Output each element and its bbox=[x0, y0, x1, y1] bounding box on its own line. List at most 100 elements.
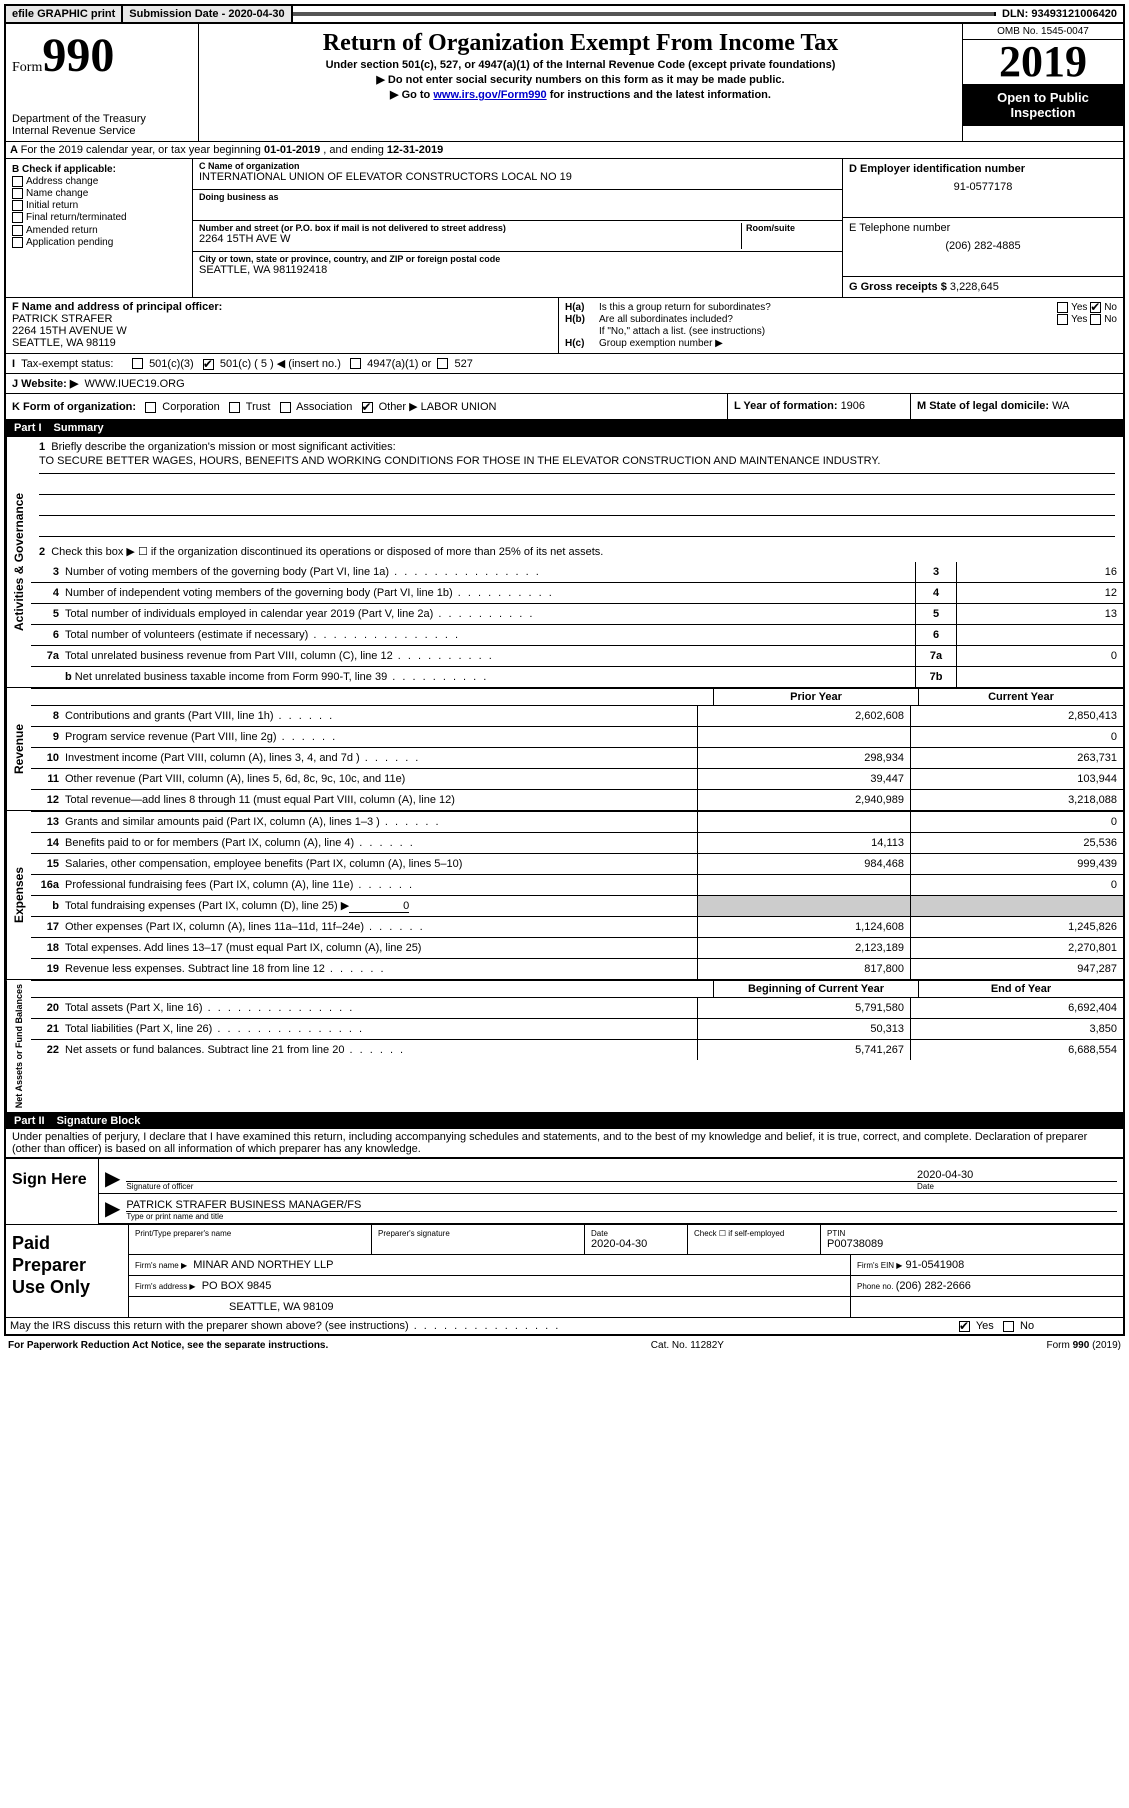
prep-date-label: Date bbox=[591, 1229, 681, 1238]
ha-yes[interactable]: Yes bbox=[1057, 302, 1087, 313]
ha-no[interactable]: No bbox=[1090, 302, 1117, 313]
officer-addr1: 2264 15TH AVENUE W bbox=[12, 325, 552, 337]
ein-label: D Employer identification number bbox=[849, 163, 1025, 175]
part1-header: Part I Summary bbox=[6, 419, 1123, 436]
state-domicile: WA bbox=[1052, 400, 1069, 412]
k-o1: Corporation bbox=[162, 401, 219, 413]
i-501c3[interactable]: 501(c)(3) bbox=[132, 358, 194, 370]
l1-label: Briefly describe the organization's miss… bbox=[51, 441, 395, 453]
prep-name-label: Print/Type preparer's name bbox=[135, 1229, 365, 1238]
part2-title: Signature Block bbox=[57, 1115, 141, 1127]
dln: DLN: 93493121006420 bbox=[996, 6, 1123, 22]
yes-label: Yes bbox=[1071, 302, 1087, 313]
l4: Number of independent voting members of … bbox=[65, 585, 915, 601]
k-corp[interactable]: Corporation bbox=[145, 401, 220, 413]
chk-address[interactable]: Address change bbox=[12, 176, 186, 187]
self-employed[interactable]: Check ☐ if self-employed bbox=[694, 1229, 814, 1238]
eoy-header: End of Year bbox=[918, 981, 1123, 997]
part1-num: Part I bbox=[14, 422, 42, 434]
p19: 817,800 bbox=[697, 959, 910, 979]
city-state-zip: SEATTLE, WA 981192418 bbox=[199, 264, 836, 276]
website-value: WWW.IUEC19.ORG bbox=[84, 378, 184, 390]
p18: 2,123,189 bbox=[697, 938, 910, 958]
v6 bbox=[956, 625, 1123, 645]
l21: Total liabilities (Part X, line 26) bbox=[65, 1021, 697, 1037]
c15: 999,439 bbox=[910, 854, 1123, 874]
part1-title: Summary bbox=[54, 422, 104, 434]
may-irs-yes[interactable]: Yes bbox=[959, 1320, 994, 1332]
mission-text: TO SECURE BETTER WAGES, HOURS, BENEFITS … bbox=[39, 453, 1115, 474]
chk-pending[interactable]: Application pending bbox=[12, 237, 186, 248]
firm-ein: 91-0541908 bbox=[906, 1259, 965, 1271]
vert-rev: Revenue bbox=[6, 688, 31, 810]
no-label: No bbox=[1104, 302, 1117, 313]
phone-label: E Telephone number bbox=[849, 222, 1117, 234]
hb-yes[interactable]: Yes bbox=[1057, 314, 1087, 325]
street-address: 2264 15TH AVE W bbox=[199, 233, 741, 245]
dln-label: DLN: bbox=[1002, 8, 1031, 20]
opt-address: Address change bbox=[26, 176, 98, 187]
top-bar: efile GRAPHIC print Submission Date - 20… bbox=[4, 4, 1125, 24]
room-label: Room/suite bbox=[746, 223, 836, 233]
chk-amended[interactable]: Amended return bbox=[12, 225, 186, 236]
city-label: City or town, state or province, country… bbox=[199, 254, 836, 264]
phone-value: (206) 282-4885 bbox=[849, 240, 1117, 252]
k-o2: Trust bbox=[246, 401, 271, 413]
officer-name: PATRICK STRAFER bbox=[12, 313, 552, 325]
hc-text: Group exemption number ▶ bbox=[599, 338, 1117, 349]
chk-initial[interactable]: Initial return bbox=[12, 200, 186, 211]
may-irs-text: May the IRS discuss this return with the… bbox=[10, 1320, 560, 1332]
form-word: Form bbox=[12, 60, 42, 75]
box-i: I Tax-exempt status: 501(c)(3) 501(c) ( … bbox=[6, 353, 1123, 373]
i-4947[interactable]: 4947(a)(1) or bbox=[350, 358, 431, 370]
l7a: Total unrelated business revenue from Pa… bbox=[65, 648, 915, 664]
sig-officer-label: Signature of officer bbox=[126, 1182, 917, 1191]
k-o3: Association bbox=[296, 401, 352, 413]
chk-final[interactable]: Final return/terminated bbox=[12, 212, 186, 223]
i-o1: 501(c)(3) bbox=[149, 358, 194, 370]
l3: Number of voting members of the governin… bbox=[65, 564, 915, 580]
tax-year: 2019 bbox=[963, 40, 1123, 84]
efile-label[interactable]: efile GRAPHIC print bbox=[6, 6, 123, 22]
footer-left: For Paperwork Reduction Act Notice, see … bbox=[8, 1340, 328, 1351]
chk-name[interactable]: Name change bbox=[12, 188, 186, 199]
right-col-deg: D Employer identification number 91-0577… bbox=[843, 159, 1123, 297]
l13: Grants and similar amounts paid (Part IX… bbox=[65, 814, 697, 830]
topbar-spacer bbox=[293, 12, 996, 16]
may-irs-no[interactable]: No bbox=[1003, 1320, 1034, 1332]
submission-date: Submission Date - 2020-04-30 bbox=[123, 6, 292, 22]
firm-name: MINAR AND NORTHEY LLP bbox=[193, 1259, 333, 1271]
c16b bbox=[910, 896, 1123, 916]
p17: 1,124,608 bbox=[697, 917, 910, 937]
opt-pending: Application pending bbox=[26, 237, 113, 248]
i-527[interactable]: 527 bbox=[437, 358, 472, 370]
c22: 6,688,554 bbox=[910, 1040, 1123, 1060]
hb-no[interactable]: No bbox=[1090, 314, 1117, 325]
firm-addr-label: Firm's address ▶ bbox=[135, 1282, 196, 1291]
l16b-val: 0 bbox=[349, 900, 409, 913]
firm-phone-label: Phone no. bbox=[857, 1282, 896, 1291]
dln-value: 93493121006420 bbox=[1031, 8, 1117, 20]
firm-name-label: Firm's name ▶ bbox=[135, 1261, 187, 1270]
p11: 39,447 bbox=[697, 769, 910, 789]
instructions-link[interactable]: www.irs.gov/Form990 bbox=[433, 89, 546, 101]
i-501c[interactable]: 501(c) ( 5 ) ◀ (insert no.) bbox=[203, 357, 341, 370]
header-mid: Return of Organization Exempt From Incom… bbox=[199, 24, 963, 141]
f-label: F Name and address of principal officer: bbox=[12, 301, 222, 313]
gross-value: 3,228,645 bbox=[950, 281, 999, 293]
goto-post: for instructions and the latest informat… bbox=[547, 89, 771, 101]
k-trust[interactable]: Trust bbox=[229, 401, 271, 413]
curr-header: Current Year bbox=[918, 689, 1123, 705]
goto-pre: ▶ Go to bbox=[390, 89, 433, 101]
arrow-icon2: ▶ bbox=[105, 1196, 120, 1221]
c9: 0 bbox=[910, 727, 1123, 747]
fh-row: F Name and address of principal officer:… bbox=[6, 297, 1123, 353]
m-label: M State of legal domicile: bbox=[917, 400, 1052, 412]
k-other[interactable]: Other ▶ bbox=[362, 401, 418, 413]
dept-treasury: Department of the Treasury Internal Reve… bbox=[12, 113, 192, 137]
prior-header: Prior Year bbox=[713, 689, 918, 705]
footer-mid: Cat. No. 11282Y bbox=[651, 1340, 724, 1351]
k-assoc[interactable]: Association bbox=[280, 401, 353, 413]
p14: 14,113 bbox=[697, 833, 910, 853]
ha-text: Is this a group return for subordinates? bbox=[599, 302, 1057, 313]
